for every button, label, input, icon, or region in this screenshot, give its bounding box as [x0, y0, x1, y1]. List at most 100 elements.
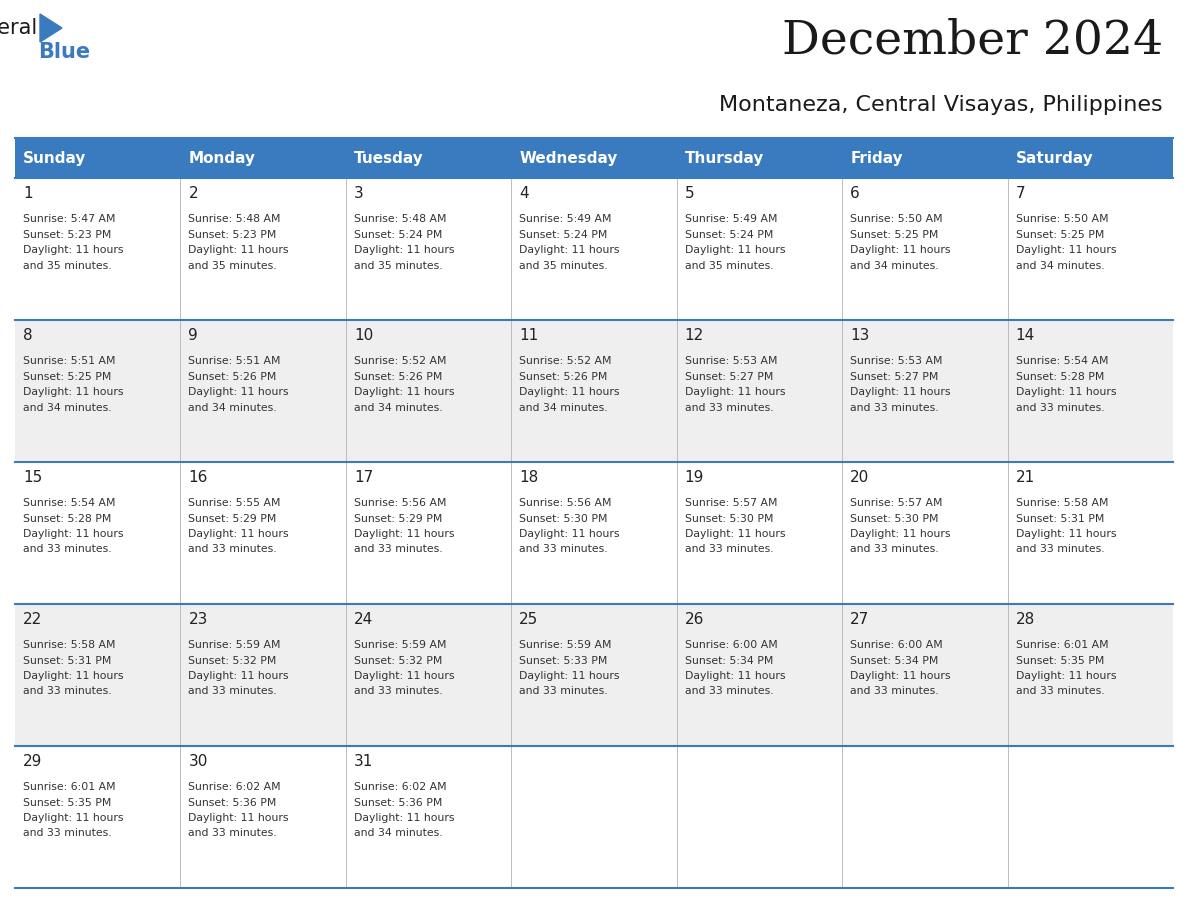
- Text: Daylight: 11 hours: Daylight: 11 hours: [1016, 671, 1116, 681]
- Text: Sunrise: 5:57 AM: Sunrise: 5:57 AM: [684, 498, 777, 508]
- Text: Sunrise: 5:49 AM: Sunrise: 5:49 AM: [684, 214, 777, 224]
- Text: 5: 5: [684, 186, 694, 201]
- Bar: [1007, 178, 1173, 320]
- Bar: [842, 138, 1007, 178]
- Text: and 35 minutes.: and 35 minutes.: [189, 261, 277, 271]
- Text: Montaneza, Central Visayas, Philippines: Montaneza, Central Visayas, Philippines: [720, 95, 1163, 115]
- Text: Sunset: 5:30 PM: Sunset: 5:30 PM: [684, 513, 773, 523]
- Text: Sunrise: 6:00 AM: Sunrise: 6:00 AM: [684, 640, 777, 650]
- Text: and 33 minutes.: and 33 minutes.: [23, 544, 112, 554]
- Bar: [15, 746, 181, 888]
- Text: 26: 26: [684, 612, 704, 627]
- Bar: [677, 178, 842, 320]
- Text: Daylight: 11 hours: Daylight: 11 hours: [354, 671, 454, 681]
- Bar: [181, 138, 346, 178]
- Text: and 33 minutes.: and 33 minutes.: [23, 829, 112, 838]
- Text: 29: 29: [23, 754, 43, 769]
- Bar: [346, 178, 511, 320]
- Text: Sunrise: 5:58 AM: Sunrise: 5:58 AM: [23, 640, 115, 650]
- Text: and 34 minutes.: and 34 minutes.: [851, 261, 939, 271]
- Bar: [511, 746, 677, 888]
- Bar: [15, 138, 181, 178]
- Text: Sunrise: 5:54 AM: Sunrise: 5:54 AM: [23, 498, 115, 508]
- Text: Daylight: 11 hours: Daylight: 11 hours: [354, 813, 454, 823]
- Text: Sunset: 5:25 PM: Sunset: 5:25 PM: [851, 230, 939, 240]
- Text: Sunrise: 5:54 AM: Sunrise: 5:54 AM: [1016, 356, 1108, 366]
- Text: Sunrise: 6:01 AM: Sunrise: 6:01 AM: [1016, 640, 1108, 650]
- Bar: [677, 138, 842, 178]
- Text: Sunrise: 5:52 AM: Sunrise: 5:52 AM: [519, 356, 612, 366]
- Bar: [842, 462, 1007, 604]
- Text: 15: 15: [23, 470, 43, 485]
- Bar: [511, 138, 677, 178]
- Text: Sunrise: 5:50 AM: Sunrise: 5:50 AM: [851, 214, 943, 224]
- Text: 4: 4: [519, 186, 529, 201]
- Bar: [1007, 138, 1173, 178]
- Text: Daylight: 11 hours: Daylight: 11 hours: [1016, 387, 1116, 397]
- Text: 31: 31: [354, 754, 373, 769]
- Text: and 33 minutes.: and 33 minutes.: [684, 687, 773, 697]
- Text: Sunset: 5:29 PM: Sunset: 5:29 PM: [189, 513, 277, 523]
- Text: Sunrise: 5:59 AM: Sunrise: 5:59 AM: [519, 640, 612, 650]
- Text: and 35 minutes.: and 35 minutes.: [519, 261, 608, 271]
- Text: Sunrise: 5:52 AM: Sunrise: 5:52 AM: [354, 356, 447, 366]
- Text: and 34 minutes.: and 34 minutes.: [354, 402, 442, 412]
- Text: 19: 19: [684, 470, 704, 485]
- Bar: [1007, 320, 1173, 462]
- Text: Sunrise: 5:55 AM: Sunrise: 5:55 AM: [189, 498, 280, 508]
- Text: Sunset: 5:30 PM: Sunset: 5:30 PM: [851, 513, 939, 523]
- Text: and 33 minutes.: and 33 minutes.: [519, 687, 608, 697]
- Text: Sunset: 5:36 PM: Sunset: 5:36 PM: [354, 798, 442, 808]
- Bar: [181, 178, 346, 320]
- Text: Daylight: 11 hours: Daylight: 11 hours: [851, 245, 950, 255]
- Text: Daylight: 11 hours: Daylight: 11 hours: [23, 813, 124, 823]
- Bar: [511, 320, 677, 462]
- Bar: [346, 138, 511, 178]
- Text: 6: 6: [851, 186, 860, 201]
- Text: Sunrise: 5:49 AM: Sunrise: 5:49 AM: [519, 214, 612, 224]
- Text: Sunrise: 5:48 AM: Sunrise: 5:48 AM: [354, 214, 447, 224]
- Text: 2: 2: [189, 186, 198, 201]
- Text: Sunset: 5:31 PM: Sunset: 5:31 PM: [1016, 513, 1104, 523]
- Text: Sunset: 5:28 PM: Sunset: 5:28 PM: [1016, 372, 1104, 382]
- Text: Sunset: 5:26 PM: Sunset: 5:26 PM: [354, 372, 442, 382]
- Text: Daylight: 11 hours: Daylight: 11 hours: [189, 671, 289, 681]
- Text: and 33 minutes.: and 33 minutes.: [189, 829, 277, 838]
- Text: 7: 7: [1016, 186, 1025, 201]
- Text: Wednesday: Wednesday: [519, 151, 618, 165]
- Text: and 33 minutes.: and 33 minutes.: [354, 687, 442, 697]
- Text: Daylight: 11 hours: Daylight: 11 hours: [354, 387, 454, 397]
- Text: Sunrise: 5:59 AM: Sunrise: 5:59 AM: [354, 640, 447, 650]
- Text: Sunday: Sunday: [23, 151, 87, 165]
- Text: Daylight: 11 hours: Daylight: 11 hours: [519, 671, 620, 681]
- Text: and 34 minutes.: and 34 minutes.: [23, 402, 112, 412]
- Text: 30: 30: [189, 754, 208, 769]
- Bar: [181, 746, 346, 888]
- Text: Friday: Friday: [851, 151, 903, 165]
- Text: Sunset: 5:34 PM: Sunset: 5:34 PM: [851, 655, 939, 666]
- Text: Sunset: 5:35 PM: Sunset: 5:35 PM: [1016, 655, 1104, 666]
- Bar: [511, 462, 677, 604]
- Text: Sunset: 5:34 PM: Sunset: 5:34 PM: [684, 655, 773, 666]
- Text: Daylight: 11 hours: Daylight: 11 hours: [684, 245, 785, 255]
- Text: Daylight: 11 hours: Daylight: 11 hours: [23, 529, 124, 539]
- Text: 14: 14: [1016, 328, 1035, 343]
- Text: Daylight: 11 hours: Daylight: 11 hours: [519, 387, 620, 397]
- Text: Tuesday: Tuesday: [354, 151, 424, 165]
- Text: Sunrise: 5:56 AM: Sunrise: 5:56 AM: [519, 498, 612, 508]
- Text: Sunset: 5:28 PM: Sunset: 5:28 PM: [23, 513, 112, 523]
- Text: and 33 minutes.: and 33 minutes.: [189, 544, 277, 554]
- Text: Daylight: 11 hours: Daylight: 11 hours: [23, 387, 124, 397]
- Text: and 34 minutes.: and 34 minutes.: [189, 402, 277, 412]
- Text: Daylight: 11 hours: Daylight: 11 hours: [684, 387, 785, 397]
- Text: and 33 minutes.: and 33 minutes.: [519, 544, 608, 554]
- Bar: [346, 462, 511, 604]
- Bar: [15, 320, 181, 462]
- Text: 9: 9: [189, 328, 198, 343]
- Text: and 33 minutes.: and 33 minutes.: [684, 544, 773, 554]
- Text: and 34 minutes.: and 34 minutes.: [519, 402, 608, 412]
- Text: Sunrise: 5:51 AM: Sunrise: 5:51 AM: [189, 356, 280, 366]
- Bar: [15, 462, 181, 604]
- Text: Sunset: 5:26 PM: Sunset: 5:26 PM: [189, 372, 277, 382]
- Text: Sunset: 5:27 PM: Sunset: 5:27 PM: [684, 372, 773, 382]
